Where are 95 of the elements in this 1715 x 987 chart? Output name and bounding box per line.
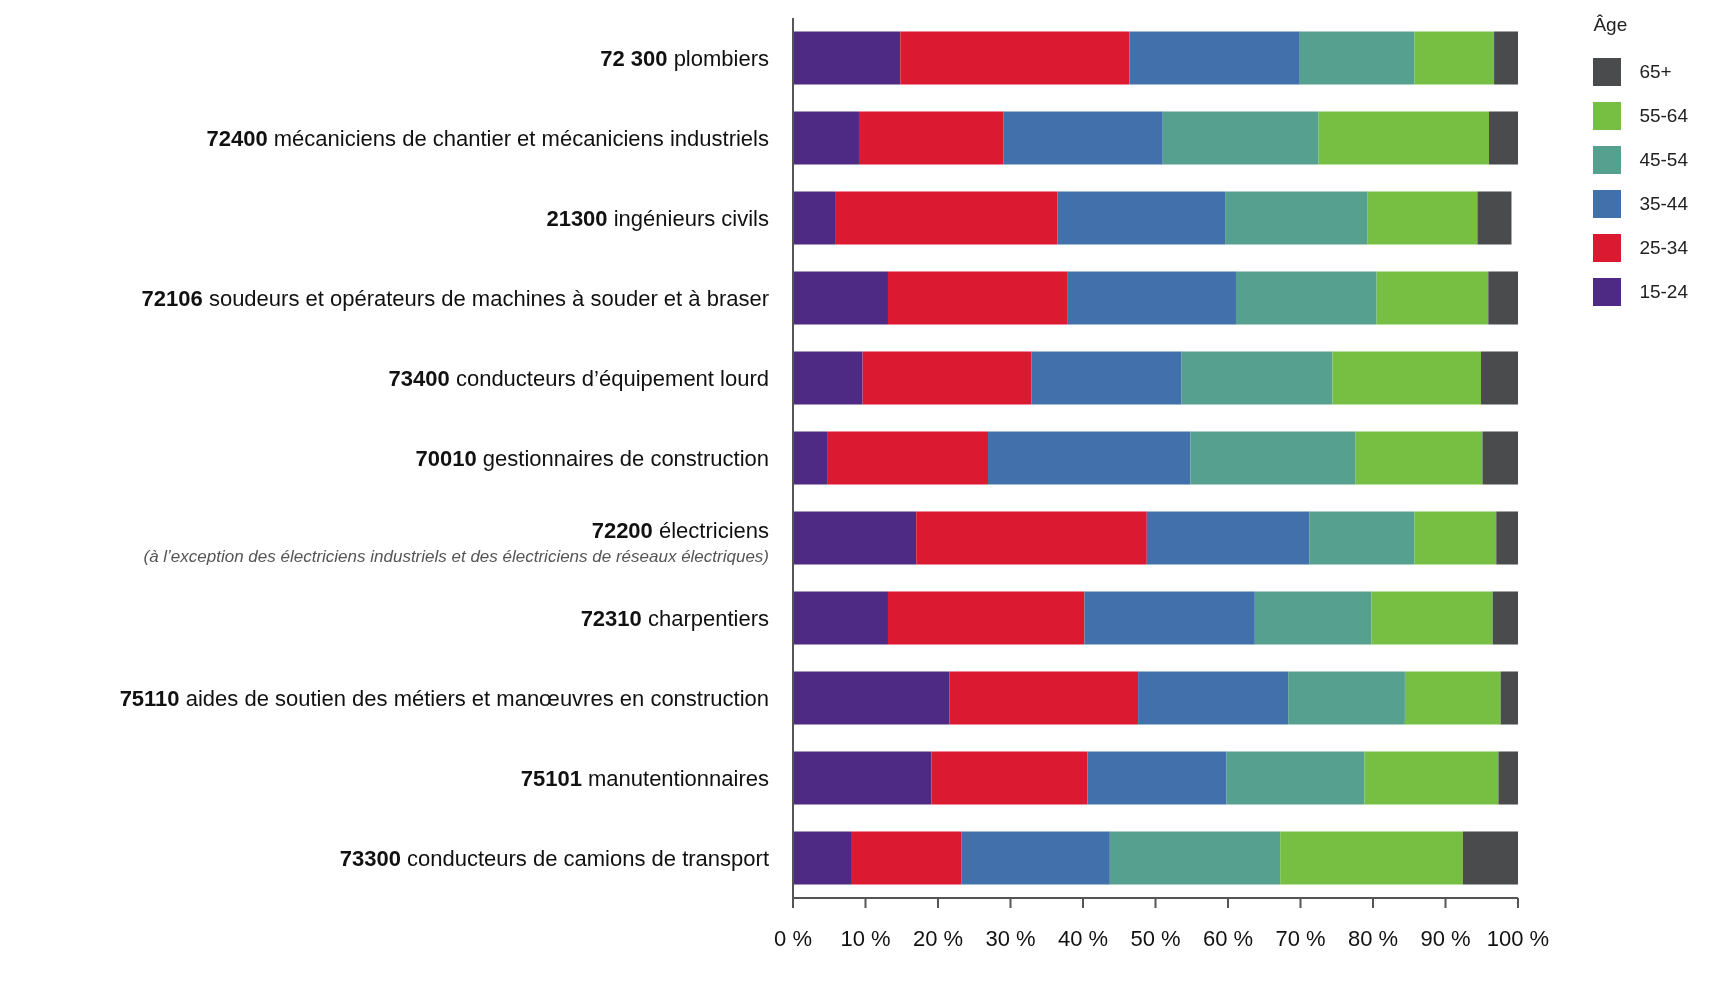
- bar: [1414, 511, 1497, 565]
- bar: [1280, 831, 1463, 885]
- y-tick-label: 72400 mécaniciens de chantier et mécaniciens industriels: [206, 125, 769, 151]
- x-tick-label: 60 %: [1202, 925, 1254, 951]
- x-tick-label: 50 %: [1130, 925, 1181, 951]
- bar: [1226, 751, 1365, 805]
- bar: [1500, 671, 1518, 725]
- bar: [1057, 191, 1226, 245]
- bar: [1254, 591, 1372, 645]
- y-tick-label: 73300 conducteurs de camions de transport: [339, 845, 769, 871]
- bar: [1031, 351, 1182, 405]
- bar: [1376, 271, 1489, 325]
- bar: [1481, 351, 1518, 405]
- bar: [1332, 351, 1482, 405]
- bar: [1492, 591, 1518, 645]
- bar: [887, 591, 1085, 645]
- y-tick-label: 21300 ingénieurs civils: [546, 205, 769, 231]
- bar: [1318, 111, 1489, 165]
- y-tick-label: 72200 électriciens (à l’exception des électriciens industriels et des électriciens de réseaux électriques): [143, 517, 769, 566]
- bar: [793, 351, 863, 405]
- bar: [793, 31, 901, 85]
- x-tick-label: 20 %: [912, 925, 964, 951]
- bar: [793, 111, 859, 165]
- bar: [931, 751, 1088, 805]
- bar: [1355, 431, 1483, 485]
- bar: [793, 511, 917, 565]
- bar: [1494, 31, 1518, 85]
- y-tick-label: 72310 charpentiers: [580, 605, 769, 631]
- bar: [1371, 591, 1493, 645]
- legend-label: 55-64: [1639, 105, 1688, 127]
- bar: [793, 191, 836, 245]
- bar: [1087, 751, 1227, 805]
- legend-title: Âge: [1593, 14, 1629, 36]
- bar: [1299, 31, 1415, 85]
- bar: [1309, 511, 1415, 565]
- bar: [793, 591, 888, 645]
- bar: [862, 351, 1032, 405]
- bar: [1482, 431, 1518, 485]
- bar: [887, 271, 1068, 325]
- bar: [835, 191, 1058, 245]
- bar: [1225, 191, 1368, 245]
- bar: [1498, 751, 1518, 805]
- bar: [1364, 751, 1499, 805]
- bar: [961, 831, 1110, 885]
- legend-label: 25-34: [1639, 237, 1688, 259]
- bar: [851, 831, 962, 885]
- y-tick-label: 75101 manutentionnaires: [520, 765, 769, 791]
- bar: [1190, 431, 1356, 485]
- bar: [793, 271, 888, 325]
- y-tick-label: 70010 gestionnaires de construction: [415, 445, 769, 471]
- legend-label: 15-24: [1639, 281, 1688, 303]
- bar: [1462, 831, 1518, 885]
- bar: [1162, 111, 1319, 165]
- y-tick-label: 73400 conducteurs d’équipement lourd: [388, 365, 769, 391]
- bar: [1367, 191, 1478, 245]
- bar: [793, 431, 828, 485]
- bar: [1496, 511, 1518, 565]
- y-tick-label: 75110 aides de soutien des métiers et manœuvres en construction: [119, 685, 769, 711]
- x-tick-label: 80 %: [1347, 925, 1399, 951]
- legend-label: 35-44: [1639, 193, 1688, 215]
- bar: [1404, 671, 1501, 725]
- x-tick-label: 90 %: [1420, 925, 1471, 951]
- bar: [1146, 511, 1310, 565]
- bar: [988, 431, 1191, 485]
- bar: [1003, 111, 1163, 165]
- bar: [1489, 111, 1518, 165]
- bar: [1477, 191, 1512, 245]
- bar: [916, 511, 1147, 565]
- bar: [1414, 31, 1495, 85]
- bar: [1084, 591, 1255, 645]
- x-tick-label: 0 %: [774, 925, 812, 951]
- bar: [949, 671, 1139, 725]
- x-tick-label: 100 %: [1486, 925, 1550, 951]
- bar: [1138, 671, 1289, 725]
- x-tick-label: 40 %: [1057, 925, 1109, 951]
- bar: [1109, 831, 1281, 885]
- bar: [793, 671, 950, 725]
- bar: [1488, 271, 1518, 325]
- bar: [1129, 31, 1300, 85]
- bar: [900, 31, 1130, 85]
- y-tick-label: 72106 soudeurs et opérateurs de machines à souder et à braser: [141, 285, 769, 311]
- bar: [793, 751, 932, 805]
- bar: [1288, 671, 1405, 725]
- legend-label: 45-54: [1639, 149, 1688, 171]
- bar: [1235, 271, 1377, 325]
- bar: [793, 831, 851, 885]
- x-tick-label: 30 %: [985, 925, 1036, 951]
- bar: [1067, 271, 1236, 325]
- x-tick-label: 10 %: [840, 925, 891, 951]
- y-tick-label: 72 300 plombiers: [600, 45, 769, 71]
- bar: [827, 431, 989, 485]
- bar: [1181, 351, 1333, 405]
- bar: [858, 111, 1004, 165]
- x-tick-label: 70 %: [1275, 925, 1326, 951]
- legend-label: 65+: [1639, 61, 1672, 83]
